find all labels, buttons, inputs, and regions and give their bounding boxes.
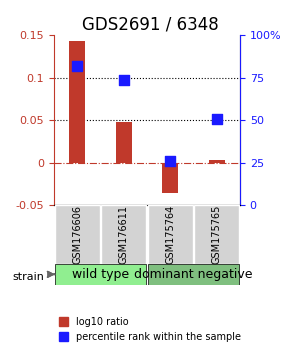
- Point: [122, 77, 126, 82]
- FancyBboxPatch shape: [148, 264, 239, 285]
- Point: [168, 158, 173, 164]
- FancyBboxPatch shape: [101, 205, 146, 264]
- Bar: [116, 122, 132, 163]
- Legend: log10 ratio, percentile rank within the sample: log10 ratio, percentile rank within the …: [55, 313, 245, 346]
- FancyBboxPatch shape: [55, 264, 146, 285]
- Text: wild type: wild type: [72, 268, 129, 281]
- Point: [214, 116, 219, 121]
- FancyBboxPatch shape: [194, 205, 239, 264]
- Text: GSM175764: GSM175764: [165, 205, 175, 264]
- Bar: [162, 163, 178, 193]
- Text: GSM175765: GSM175765: [212, 205, 222, 264]
- Text: GDS2691 / 6348: GDS2691 / 6348: [82, 16, 218, 34]
- Bar: [208, 160, 225, 163]
- Bar: [69, 41, 85, 163]
- FancyBboxPatch shape: [148, 205, 193, 264]
- Text: GSM176611: GSM176611: [119, 205, 129, 264]
- FancyBboxPatch shape: [55, 205, 100, 264]
- Point: [75, 63, 80, 69]
- Text: strain: strain: [12, 272, 44, 282]
- Text: GSM176606: GSM176606: [72, 205, 82, 264]
- Text: dominant negative: dominant negative: [134, 268, 253, 281]
